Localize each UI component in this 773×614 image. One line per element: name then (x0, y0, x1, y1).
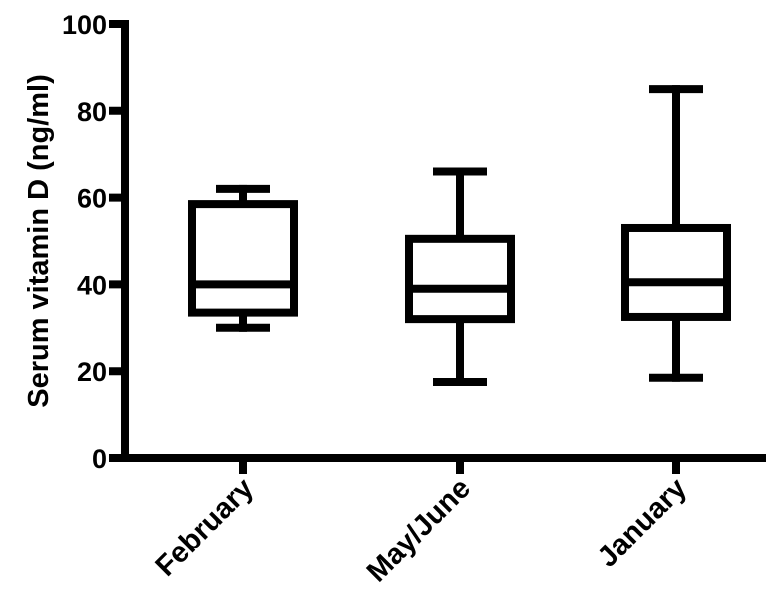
x-axis: February May/June January (121, 454, 766, 588)
y-tick-label: 60 (77, 184, 107, 214)
x-category-label: February (150, 472, 260, 582)
box-may-june (405, 167, 515, 387)
iqr-box (405, 234, 515, 324)
y-tick-label: 0 (92, 444, 107, 474)
x-category-label: May/June (361, 472, 477, 588)
x-category-label: January (592, 472, 693, 573)
y-tick-label: 40 (77, 270, 107, 300)
box-january (621, 85, 731, 382)
box-february (188, 184, 298, 332)
y-tick-label: 20 (77, 357, 107, 387)
y-axis-title: Serum vitamin D (ng/ml) (23, 74, 55, 408)
y-tick-label: 80 (77, 97, 107, 127)
box-series (188, 85, 731, 387)
y-axis: 0 20 40 60 80 100 (62, 10, 129, 474)
iqr-box (621, 223, 731, 321)
y-tick-label: 100 (62, 10, 107, 40)
iqr-box (188, 200, 298, 317)
